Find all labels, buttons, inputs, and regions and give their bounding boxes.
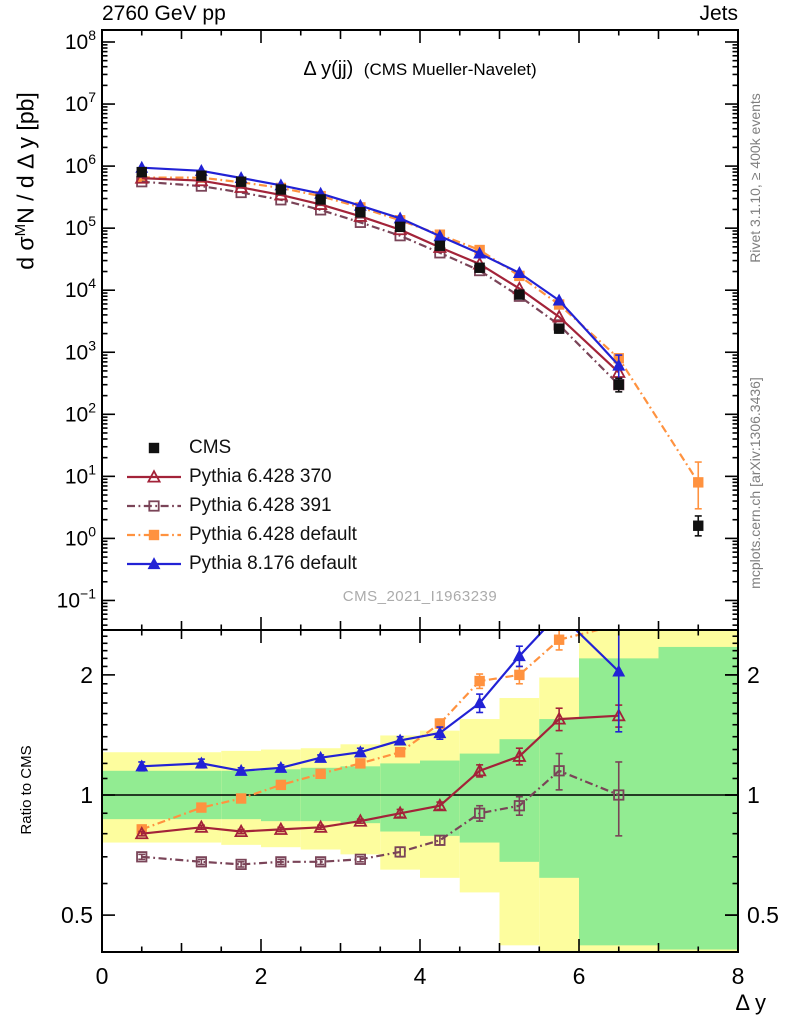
- analysis-id-watermark: CMS_2021_I1963239: [342, 588, 498, 605]
- svg-text:10−1: 10−1: [57, 585, 97, 612]
- legend-label: Pythia 6.428 default: [189, 523, 357, 545]
- process-label: Jets: [699, 2, 738, 25]
- svg-text:106: 106: [65, 151, 96, 178]
- legend-item-pythia8-default: Pythia 8.176 default: [126, 549, 357, 578]
- pythia6-370-marker-icon: [127, 468, 181, 482]
- svg-text:0.5: 0.5: [61, 902, 93, 928]
- svg-text:100: 100: [65, 523, 96, 550]
- legend-item-pythia6-default: Pythia 6.428 default: [126, 520, 357, 549]
- svg-text:0.5: 0.5: [747, 902, 779, 928]
- svg-text:103: 103: [65, 337, 96, 364]
- legend-label: Pythia 6.428 391: [189, 494, 332, 516]
- legend-item-pythia6-370: Pythia 6.428 370: [126, 462, 357, 491]
- legend-label: CMS: [189, 436, 232, 458]
- svg-text:2: 2: [747, 662, 760, 688]
- x-axis-label: Δ y: [735, 990, 766, 1015]
- svg-text:8: 8: [732, 963, 745, 989]
- svg-text:6: 6: [573, 963, 586, 989]
- svg-text:2: 2: [255, 963, 268, 989]
- pythia8-default-marker-icon: [127, 556, 181, 569]
- y-axis-label-ratio: Ratio to CMS: [18, 745, 35, 835]
- pythia6-391-marker-icon: [127, 499, 181, 512]
- svg-text:107: 107: [65, 89, 96, 116]
- svg-text:4: 4: [414, 963, 427, 989]
- svg-text:1: 1: [80, 782, 93, 808]
- legend: CMS Pythia 6.428 370 Pythia 6.428 391 Py…: [126, 433, 357, 578]
- legend-label: Pythia 6.428 370: [189, 465, 332, 487]
- svg-text:2: 2: [80, 662, 93, 688]
- svg-text:0: 0: [96, 963, 109, 989]
- svg-text:102: 102: [65, 399, 96, 426]
- rivet-version-note: Rivet 3.1.10, ≥ 400k events: [747, 93, 763, 263]
- svg-text:101: 101: [65, 461, 96, 488]
- legend-item-pythia6-391: Pythia 6.428 391: [126, 491, 357, 520]
- pythia6-default-marker-icon: [127, 529, 181, 540]
- svg-text:105: 105: [65, 213, 96, 240]
- svg-text:108: 108: [65, 27, 96, 54]
- mcplots-credit: mcplots.cern.ch [arXiv:1306.3436]: [747, 377, 763, 589]
- legend-item-cms: CMS: [126, 433, 357, 462]
- plot-title: Δ y(jj) (CMS Mueller-Navelet): [102, 58, 738, 81]
- y-axis-superscript: M: [12, 223, 29, 237]
- cms-marker-icon: [148, 442, 160, 453]
- legend-label: Pythia 8.176 default: [189, 552, 357, 574]
- y-axis-label-main: d σMN / d Δ y [pb]: [12, 92, 39, 270]
- analysis-title: (CMS Mueller-Navelet): [363, 60, 537, 79]
- svg-text:104: 104: [65, 275, 96, 302]
- observable-title: Δ y(jj): [303, 58, 354, 80]
- beam-energy-label: 2760 GeV pp: [102, 2, 226, 25]
- svg-text:1: 1: [747, 782, 760, 808]
